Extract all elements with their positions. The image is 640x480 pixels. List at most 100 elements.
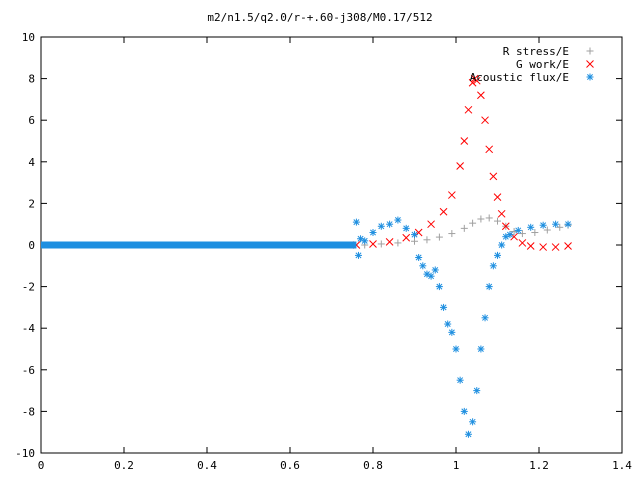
data-point [369, 240, 377, 248]
data-point [501, 222, 510, 231]
data-point [489, 262, 497, 270]
data-point [506, 231, 514, 239]
data-point [448, 230, 456, 238]
y-tick-label: 8 [28, 73, 35, 86]
data-point [402, 224, 410, 232]
data-point [510, 227, 518, 235]
data-point [489, 172, 498, 181]
legend-label: R stress/E [503, 45, 569, 58]
data-point [497, 209, 506, 218]
data-point [440, 303, 448, 311]
x-tick-label: 0.6 [280, 459, 300, 472]
data-point [498, 241, 506, 249]
y-tick-label: 0 [28, 239, 35, 252]
legend-marker [586, 47, 594, 55]
data-point [527, 223, 535, 231]
data-point [564, 242, 572, 250]
data-point [485, 283, 493, 291]
data-point [485, 214, 493, 222]
x-tick-label: 1.2 [529, 459, 549, 472]
x-tick-label: 1.4 [612, 459, 632, 472]
y-tick-label: -2 [22, 281, 35, 294]
data-point [473, 387, 481, 395]
data-point [361, 237, 369, 245]
data-point [464, 105, 473, 114]
data-point [354, 251, 362, 259]
x-tick-label: 0.4 [197, 459, 217, 472]
data-point [551, 243, 560, 251]
y-tick-label: 4 [28, 156, 35, 169]
legend-label: G work/E [516, 58, 569, 71]
data-point [543, 226, 551, 234]
data-point [456, 162, 465, 170]
data-point [485, 145, 494, 154]
data-point [464, 430, 472, 438]
data-point [531, 229, 539, 237]
y-tick-label: -6 [22, 364, 35, 377]
legend-marker [586, 73, 594, 81]
x-tick-label: 0.8 [363, 459, 383, 472]
data-point [427, 272, 435, 280]
y-tick-label: -4 [22, 322, 36, 335]
data-point [394, 216, 402, 224]
data-point [514, 226, 522, 234]
data-point [526, 242, 535, 250]
data-point [439, 207, 448, 216]
y-tick-label: -8 [22, 405, 35, 418]
x-tick-label: 1 [453, 459, 460, 472]
data-point [472, 76, 481, 85]
data-point [477, 345, 485, 353]
series-layer [41, 74, 572, 438]
data-point [394, 239, 402, 247]
data-point [469, 219, 477, 227]
data-point [481, 314, 489, 322]
data-point [415, 253, 423, 261]
data-point [539, 221, 547, 229]
data-point [377, 222, 385, 230]
series-1 [352, 74, 572, 251]
data-point [452, 345, 460, 353]
data-point [419, 262, 427, 270]
data-point [539, 243, 548, 251]
data-point [469, 418, 477, 426]
data-point [468, 78, 477, 87]
data-point [518, 230, 526, 238]
data-point [369, 229, 377, 237]
data-point [435, 283, 443, 291]
data-point [494, 217, 501, 225]
data-point [402, 233, 411, 242]
legend-label: Acoustic flux/E [470, 71, 569, 84]
data-point [447, 191, 456, 199]
x-tick-label: 0 [38, 459, 45, 472]
data-point [477, 215, 485, 223]
axis-ticks: 0 0.2 0.4 0.6 0.8 1 1.2 1.4 10 8 6 4 2 0 -2 -4 -6 -8 -10 [15, 31, 632, 472]
legend-marker [586, 60, 594, 68]
data-point [460, 224, 468, 232]
data-point [556, 223, 564, 231]
data-point [431, 266, 439, 274]
data-point [493, 193, 502, 202]
data-point [435, 233, 443, 241]
data-point [352, 218, 360, 226]
data-point [518, 239, 527, 247]
chart-title: m2/n1.5/q2.0/r-+.60-j308/M0.17/512 [207, 11, 432, 24]
y-tick-label: 10 [22, 31, 35, 44]
data-point [456, 376, 464, 384]
data-point [444, 320, 452, 328]
data-point [552, 220, 560, 228]
data-point [377, 240, 385, 248]
data-point [385, 238, 394, 246]
data-point [494, 251, 501, 259]
data-point [411, 237, 418, 245]
series-2 [41, 216, 572, 438]
data-point [460, 407, 468, 415]
data-point [477, 91, 485, 100]
data-point [481, 116, 489, 125]
data-point [423, 236, 431, 244]
data-point [448, 328, 456, 336]
x-tick-label: 0.2 [114, 459, 134, 472]
data-point [411, 231, 418, 239]
y-tick-label: -10 [15, 447, 35, 460]
